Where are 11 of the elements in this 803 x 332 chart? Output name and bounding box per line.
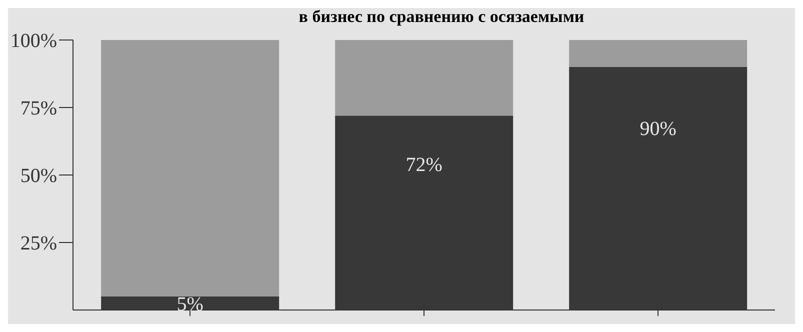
y-tick-label: 100% bbox=[10, 30, 57, 52]
bar bbox=[101, 40, 280, 296]
bar bbox=[569, 40, 748, 67]
data-label: 72% bbox=[406, 154, 442, 176]
y-tick-label: 75% bbox=[20, 98, 57, 120]
chart-title: в бизнес по сравнению с осязаемыми bbox=[298, 7, 586, 28]
data-label: 5% bbox=[176, 293, 204, 316]
y-tick-label: 50% bbox=[20, 165, 57, 188]
y-tick-label: 25% bbox=[20, 232, 57, 255]
bar bbox=[335, 40, 514, 116]
data-label: 90% bbox=[640, 118, 676, 140]
